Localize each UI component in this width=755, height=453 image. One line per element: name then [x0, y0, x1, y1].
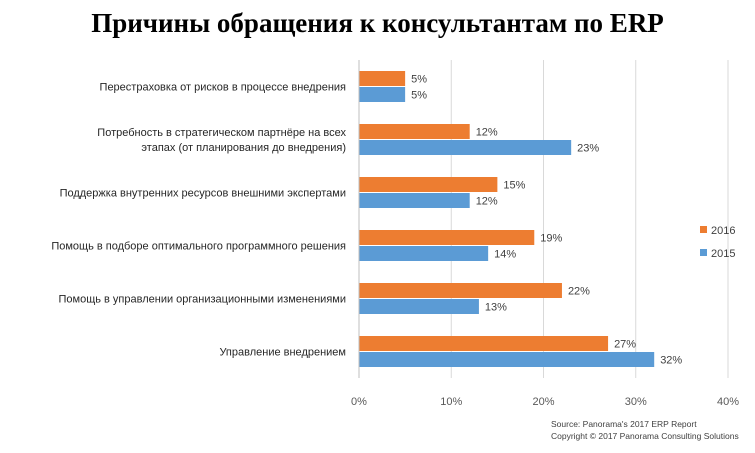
bar-2015 — [359, 87, 406, 102]
x-tick-label: 40% — [717, 396, 739, 408]
category-label: Помощь в подборе оптимального программно… — [51, 241, 346, 253]
legend-label: 2015 — [711, 248, 735, 260]
bar-2015 — [359, 299, 479, 314]
copyright-note: Copyright © 2017 Panorama Consulting Sol… — [551, 431, 739, 441]
data-label: 12% — [476, 127, 498, 139]
data-label: 27% — [614, 339, 636, 351]
source-note: Source: Panorama's 2017 ERP Report — [551, 419, 697, 429]
x-tick-label: 0% — [351, 396, 367, 408]
bar-2015 — [359, 246, 489, 261]
data-label: 15% — [503, 180, 525, 192]
bar-2016 — [359, 283, 562, 298]
category-label: Потребность в стратегическом партнёре на… — [97, 127, 346, 139]
data-label: 5% — [411, 74, 427, 86]
category-label: Поддержка внутренних ресурсов внешними э… — [60, 188, 346, 200]
category-label: Управление внедрением — [219, 347, 346, 359]
bar-2016 — [359, 71, 406, 86]
legend-swatch-2016 — [700, 226, 707, 233]
data-label: 19% — [540, 233, 562, 245]
bar-2016 — [359, 124, 470, 139]
legend-label: 2016 — [711, 225, 735, 237]
bar-2016 — [359, 230, 535, 245]
x-tick-label: 20% — [532, 396, 554, 408]
bar-2016 — [359, 177, 498, 192]
bar-2015 — [359, 352, 655, 367]
x-tick-label: 30% — [625, 396, 647, 408]
legend-swatch-2015 — [700, 249, 707, 256]
category-label: этапах (от планирования до внедрения) — [141, 142, 346, 154]
data-label: 32% — [660, 355, 682, 367]
category-label: Перестраховка от рисков в процессе внедр… — [100, 82, 347, 94]
chart-title: Причины обращения к консультантам по ERP — [91, 8, 664, 38]
bar-2015 — [359, 193, 470, 208]
data-label: 23% — [577, 143, 599, 155]
data-label: 12% — [476, 196, 498, 208]
data-label: 22% — [568, 286, 590, 298]
x-tick-label: 10% — [440, 396, 462, 408]
bar-2016 — [359, 336, 609, 351]
bar-2015 — [359, 140, 572, 155]
data-label: 5% — [411, 90, 427, 102]
data-label: 14% — [494, 249, 516, 261]
category-label: Помощь в управлении организационными изм… — [58, 294, 346, 306]
data-label: 13% — [485, 302, 507, 314]
